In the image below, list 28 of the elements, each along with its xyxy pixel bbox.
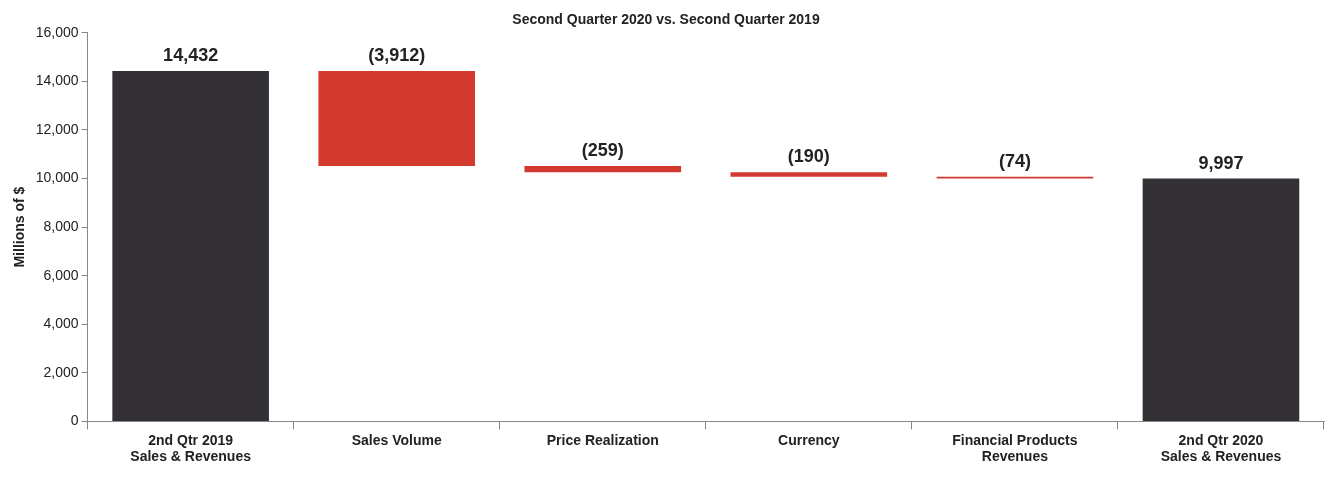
y-tick-label: 2,000 xyxy=(43,363,79,380)
bar xyxy=(318,70,476,166)
data-label: 14,432 xyxy=(163,44,219,65)
y-tick-label: 6,000 xyxy=(43,266,79,283)
y-axis-title: Millions of $ xyxy=(11,186,28,268)
bar xyxy=(1142,178,1300,421)
data-label: 9,997 xyxy=(1198,152,1244,173)
data-label: (3,912) xyxy=(368,44,426,65)
bar xyxy=(524,165,682,173)
bar xyxy=(730,172,888,177)
y-tick-label: 14,000 xyxy=(35,72,79,89)
bar xyxy=(112,70,269,421)
x-tick-label: Financial Products Revenues xyxy=(952,431,1078,465)
y-tick-label: 0 xyxy=(70,412,79,429)
x-tick-label: Sales Volume xyxy=(351,431,442,448)
x-tick-label: Currency xyxy=(778,431,840,448)
y-tick-label: 16,000 xyxy=(35,23,79,40)
data-label: (259) xyxy=(581,139,624,160)
y-tick-label: 8,000 xyxy=(43,217,79,234)
x-tick-label: Price Realization xyxy=(546,431,659,448)
y-tick-label: 10,000 xyxy=(35,169,79,186)
data-label: (190) xyxy=(787,146,830,167)
chart-title: Second Quarter 2020 vs. Second Quarter 2019 xyxy=(512,11,820,28)
y-tick-label: 4,000 xyxy=(43,315,79,332)
x-tick-label: 2nd Qtr 2019 Sales & Revenues xyxy=(130,431,252,465)
data-label: (74) xyxy=(998,150,1031,171)
x-tick-label: 2nd Qtr 2020 Sales & Revenues xyxy=(1160,431,1282,465)
y-tick-label: 12,000 xyxy=(35,120,79,137)
